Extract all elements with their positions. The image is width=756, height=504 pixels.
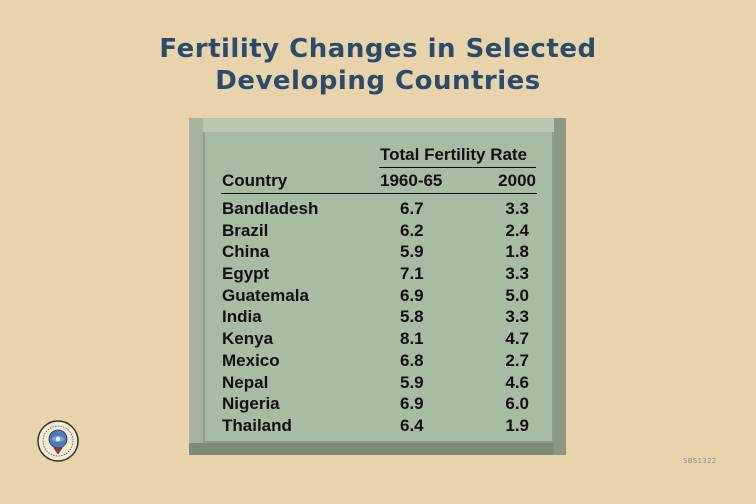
tfr-1960-65-cell: 6.7 — [400, 199, 424, 218]
slide-title: Fertility Changes in Selected Developing… — [0, 33, 756, 97]
frame-bevel-bottom — [189, 443, 566, 455]
tfr-2000-cell: 1.9 — [505, 415, 529, 435]
table-row: Kenya 8.1 4.7 — [0, 329, 756, 351]
column-header-2000: 2000 — [498, 171, 536, 190]
tfr-1960-65-cell: 6.4 — [400, 415, 424, 435]
tfr-1960-65-cell: 5.9 — [400, 242, 424, 262]
table-row: Brazil 6.2 2.4 — [0, 221, 756, 243]
tfr-1960-65-cell: 7.1 — [400, 264, 424, 284]
country-cell: Guatemala — [222, 285, 309, 305]
tfr-1960-65-cell: 5.8 — [400, 307, 424, 327]
country-cell: Nepal — [222, 372, 269, 392]
slide-title-line-1: Fertility Changes in Selected — [159, 34, 597, 64]
tfr-2000-cell: 4.7 — [505, 329, 529, 349]
country-cell: Nigeria — [222, 394, 280, 414]
tfr-2000-cell: 2.7 — [505, 350, 529, 370]
slide-title-line-2: Developing Countries — [215, 66, 541, 96]
tfr-2000-cell: 2.4 — [505, 220, 529, 240]
tfr-2000-cell: 4.6 — [505, 372, 529, 392]
column-header-country: Country — [222, 171, 288, 190]
table-panel — [205, 132, 552, 441]
tfr-1960-65-cell: 5.9 — [400, 372, 424, 392]
table-body: Bandladesh 6.7 3.3 Brazil 6.2 2.4 China 5.9 1.8 E… — [0, 199, 756, 438]
column-header-1960-65: 1960-65 — [380, 171, 443, 190]
slide-code: SBS1322 — [683, 457, 717, 465]
country-cell: Bandladesh — [222, 199, 319, 218]
header-rule — [221, 193, 537, 194]
country-cell: Egypt — [222, 264, 270, 284]
group-header-total-fertility-rate: Total Fertility Rate — [380, 145, 528, 164]
table-row: Nigeria 6.9 6.0 — [0, 394, 756, 416]
tfr-2000-cell: 6.0 — [505, 394, 529, 414]
tfr-1960-65-cell: 6.9 — [400, 285, 424, 305]
tfr-2000-cell: 5.0 — [505, 285, 529, 305]
tfr-2000-cell: 3.3 — [505, 264, 529, 284]
country-cell: India — [222, 307, 262, 327]
table-row: China 5.9 1.8 — [0, 242, 756, 264]
country-cell: Brazil — [222, 220, 269, 240]
group-header-rule — [379, 167, 536, 168]
country-cell: Mexico — [222, 350, 280, 370]
table-row: Thailand 6.4 1.9 — [0, 416, 756, 438]
institution-seal-icon — [37, 420, 79, 462]
country-cell: China — [222, 242, 270, 262]
table-row: Guatemala 6.9 5.0 — [0, 286, 756, 308]
table-row: Mexico 6.8 2.7 — [0, 351, 756, 373]
tfr-1960-65-cell: 8.1 — [400, 329, 424, 349]
table-row: India 5.8 3.3 — [0, 307, 756, 329]
country-cell: Kenya — [222, 329, 274, 349]
table-row: Nepal 5.9 4.6 — [0, 373, 756, 395]
tfr-2000-cell: 1.8 — [505, 242, 529, 262]
table-row: Bandladesh 6.7 3.3 — [0, 199, 756, 221]
frame-bevel-right — [554, 118, 566, 455]
tfr-2000-cell: 3.3 — [505, 199, 529, 218]
tfr-1960-65-cell: 6.2 — [400, 220, 424, 240]
tfr-2000-cell: 3.3 — [505, 307, 529, 327]
country-cell: Thailand — [222, 415, 292, 435]
frame-bevel-top — [189, 118, 566, 132]
table-row: Egypt 7.1 3.3 — [0, 264, 756, 286]
tfr-1960-65-cell: 6.9 — [400, 394, 424, 414]
frame-bevel-left — [189, 118, 203, 455]
tfr-1960-65-cell: 6.8 — [400, 350, 424, 370]
